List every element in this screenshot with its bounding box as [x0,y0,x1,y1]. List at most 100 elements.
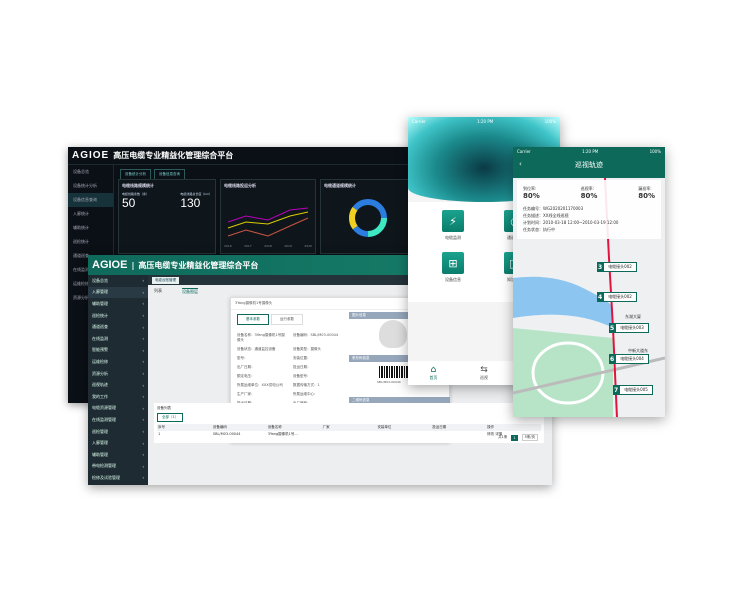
sidebar-label: 辅助管理 [92,451,108,457]
column-header: 序号 [158,425,165,429]
sidebar-item[interactable]: 我的工作 ‹ [88,391,148,403]
nav-patrol[interactable]: ⇆ 巡视 [480,365,488,381]
back-icon[interactable]: ‹ [519,160,522,168]
field: 投运日期： [293,365,311,369]
page-button[interactable]: 1 [511,434,518,441]
column-header: 安装单位 [377,425,392,429]
time: 1:20 PM [582,148,599,154]
sidebar-item[interactable]: 入廊管理 ‹ [88,437,148,449]
route-marker[interactable]: 7 电缆接头005 [613,385,653,395]
sidebar-item[interactable]: 入廊管理 ‹ [88,286,148,299]
sidebar-item[interactable]: 设备统计分析 [73,183,97,188]
subtab[interactable]: 设备图层 [182,288,198,294]
page-size-select[interactable]: 5条/页 [521,434,538,441]
section-header: 二维码信息 [349,397,450,404]
sidebar-item[interactable]: 设备总览 [73,169,89,174]
chevron-left-icon: ‹ [142,382,144,388]
tab-run[interactable]: 运行参数 [271,314,303,325]
sidebar-item[interactable]: 设备总览 ‹ [88,275,148,287]
platform-title: 高压电缆专业精益化管理综合平台 [138,260,259,270]
sidebar-item[interactable]: 检修及试验管理 ‹ [88,472,148,484]
cable-scale-card: 电缆线路规模统计 电缆线路条数（条） 50 电缆线路总长度（km） 130 [118,179,216,254]
sidebar-item[interactable]: 在线监测管理 ‹ [88,414,148,426]
sidebar-label: 资源分析 [92,370,108,376]
sidebar-item[interactable]: 巡检统计 ‹ [88,310,148,322]
section-header: 条形码信息 [349,355,450,362]
nav-home[interactable]: ⌂ 首页 [429,365,437,381]
info-value: WG2020201170003 [543,206,584,211]
marker-label: 电缆接头002 [604,293,636,301]
task-info-card: 到位率: 80% 巡视率: 80% 漏巡率: 80% 任务编号：WG202020117… [517,180,661,239]
sidebar-label: 智能预警 [92,347,108,353]
sidebar-item[interactable]: 在线监测 ‹ [88,333,148,345]
column-header: 厂家 [322,425,330,429]
chevron-left-icon: ‹ [142,324,144,330]
map-label: 中新大道东 [628,348,648,353]
logo: AGIOE [72,150,110,161]
sidebar-item[interactable]: 资源分析 ‹ [88,368,148,380]
x-tick: 2017 [244,244,252,248]
tab-basic[interactable]: 基本参数 [237,314,269,325]
home-icon: ⌂ [430,365,437,375]
table-row: 1 SBL/M03-00044 3Yang摄像机1号... 修改 详情 [157,431,541,438]
sidebar-item[interactable]: 通道巡查 ‹ [88,321,148,333]
marker-number: 5 [610,324,615,332]
route-marker[interactable]: 3 电缆接头002 [597,262,637,272]
field: 所属运维单位：XXX供电公司 [237,383,283,387]
map-graphics [513,178,665,417]
chevron-left-icon: ‹ [142,359,144,365]
tile-device-info[interactable]: ⊞ 设备信息 [422,252,484,294]
sidebar-item[interactable]: 电缆资源管理 ‹ [88,403,148,415]
sidebar-item[interactable]: 智能预警 ‹ [88,345,148,357]
sidebar-item[interactable]: 在线监测 [73,267,89,272]
table-cell [322,431,377,438]
panel-title: 3Yang摄像机1号摄像头 [231,298,449,310]
sidebar-label: 巡检管理 [92,428,108,434]
field: 设备编码：SBL/M03-00044 [293,333,339,337]
route-marker[interactable]: 6 电缆接头004 [609,354,649,364]
card-title: 电缆线路投运分析 [224,183,256,188]
sidebar-item[interactable]: 运维检修 [73,281,89,286]
field: 设备名称：3Yang摄像机1号摄像头 [237,333,285,342]
chevron-left-icon: ‹ [142,313,144,319]
sidebar-label: 在线监测管理 [92,416,116,422]
route-marker[interactable]: 5 电缆接头003 [609,323,649,333]
tile-cable-monitor[interactable]: ⚡ 电缆监测 [422,210,484,252]
chevron-left-icon: ‹ [142,347,144,353]
chevron-left-icon: ‹ [142,394,144,400]
field: 生产厂家： [237,392,255,396]
column-header: 投运日期 [432,425,447,429]
marker-number: 4 [598,293,603,301]
marker-number: 6 [610,355,615,363]
sidebar-item[interactable]: 带电检测管理 ‹ [88,461,148,473]
barcode-text: SBL/M03-00044 [377,380,401,384]
sidebar-label: 辅助管理 [92,300,108,306]
sidebar-item[interactable]: 辅助管理 ‹ [88,449,148,461]
sidebar-label: 设备总览 [92,277,108,283]
device-list: 设备列表 全部（1） 序号 设备编码 设备名称 厂家 安装单位 投运日期 操作 1 SBL/M… [154,403,544,443]
info-label: 任务描述： [523,213,543,218]
filter-all-button[interactable]: 全部（1） [157,413,184,422]
info-label: 任务编号： [523,206,543,211]
web-sidebar: 设备总览 ‹ 入廊管理 ‹ 辅助管理 ‹ 巡检统计 ‹ 通道巡查 ‹ 在线监测 ‹ 智能预警 ‹ 运维检修 ‹… [88,275,148,485]
map-label: 东湖大厦 [625,314,641,319]
info-label: 计划时间： [523,220,543,225]
sidebar-item[interactable]: 巡检统计 [73,239,89,244]
sidebar-item[interactable]: 辅助管理 ‹ [88,298,148,310]
sidebar-item[interactable]: 巡视轨迹 ‹ [88,379,148,391]
sidebar-item[interactable]: 资源分析 [73,295,89,300]
sidebar-item[interactable]: 入廊统计 [73,211,89,216]
sidebar-item[interactable]: 辅助统计 [73,225,89,230]
table-cell [431,431,486,438]
route-marker[interactable]: 4 电缆接头002 [597,292,637,302]
sidebar-item[interactable]: 设备信息查询 [68,193,113,207]
section-header: 图片信息 [349,312,450,319]
tab[interactable]: 电缆台账管理 [152,277,179,284]
sidebar-item[interactable]: 运维检修 ‹ [88,356,148,368]
sidebar-label: 带电检测管理 [92,463,116,469]
sidebar-item[interactable]: 巡检管理 ‹ [88,426,148,438]
chevron-left-icon: ‹ [142,371,144,377]
sidebar-item[interactable]: 通道巡查 [73,253,89,258]
table-cell[interactable]: 修改 详情 [487,432,503,436]
subtab[interactable]: 列表 [154,288,162,293]
